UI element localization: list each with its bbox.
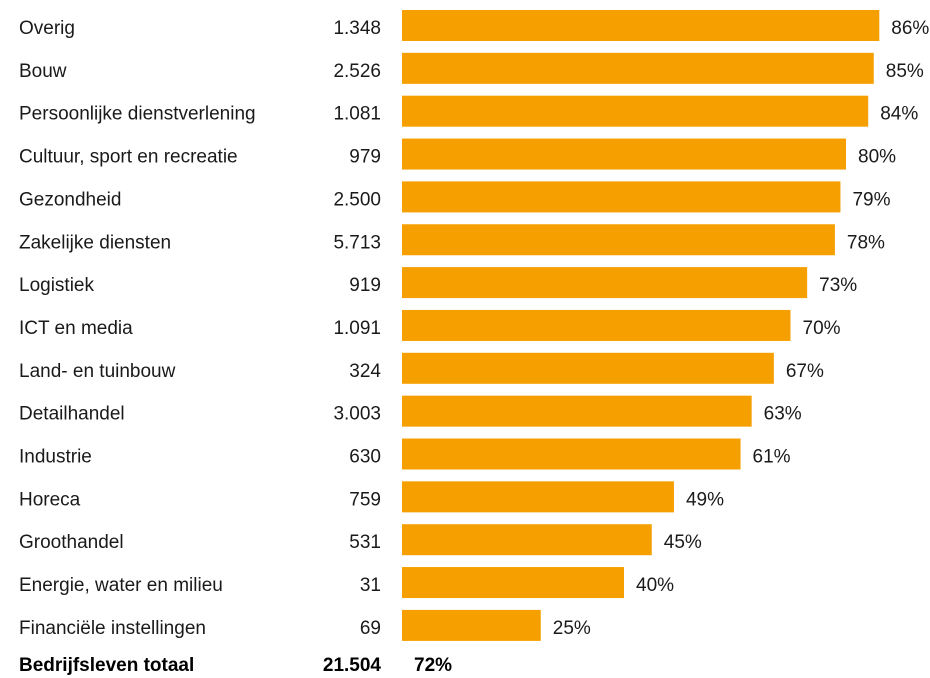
bar (402, 10, 880, 41)
value-label: 86% (891, 18, 929, 39)
bar (402, 138, 846, 170)
bar-row: Gezondheid 2.500 79% (19, 181, 891, 213)
count-label: 31 (360, 575, 381, 596)
count-label: 1.081 (333, 104, 381, 125)
bar (402, 95, 869, 127)
value-label: 79% (852, 189, 890, 210)
category-label: Energie, water en milieu (19, 575, 223, 596)
bar (402, 481, 674, 513)
bar (402, 309, 791, 341)
bar (402, 267, 808, 299)
value-label: 61% (753, 447, 791, 468)
count-label: 1.348 (333, 18, 381, 39)
bar-row: Bouw 2.526 85% (19, 52, 924, 84)
count-label: 5.713 (333, 232, 381, 253)
bar-row: Land- en tuinbouw 324 67% (19, 352, 824, 384)
value-label: 67% (786, 361, 824, 382)
category-label: Zakelijke diensten (19, 232, 171, 253)
bar-row: Horeca 759 49% (19, 481, 724, 513)
bar (402, 524, 652, 556)
count-label: 1.091 (333, 318, 381, 339)
count-label: 759 (349, 489, 381, 510)
category-label: Detailhandel (19, 404, 125, 425)
count-label: 69 (360, 618, 381, 639)
category-label: Cultuur, sport en recreatie (19, 147, 238, 168)
count-label: 2.500 (333, 189, 381, 210)
bar-row: Cultuur, sport en recreatie 979 80% (19, 138, 896, 170)
category-label: Persoonlijke dienstverlening (19, 104, 256, 125)
count-label: 3.003 (333, 404, 381, 425)
category-label: ICT en media (19, 318, 133, 339)
total-label: Bedrijfsleven totaal (19, 655, 194, 676)
bar-row: Overig 1.348 86% (19, 10, 929, 41)
bar-row: Zakelijke diensten 5.713 78% (19, 224, 885, 256)
value-label: 49% (686, 489, 724, 510)
bar-row: Persoonlijke dienstverlening 1.081 84% (19, 95, 918, 127)
category-label: Land- en tuinbouw (19, 361, 176, 382)
bar (402, 52, 874, 84)
bar (402, 438, 741, 470)
bar-row: ICT en media 1.091 70% (19, 309, 841, 341)
total-row: Bedrijfsleven totaal 21.504 72% (19, 655, 452, 676)
total-count: 21.504 (323, 655, 382, 676)
count-label: 531 (349, 532, 381, 553)
count-label: 979 (349, 147, 381, 168)
count-label: 324 (349, 361, 381, 382)
value-label: 80% (858, 147, 896, 168)
category-label: Overig (19, 18, 75, 39)
category-label: Financiële instellingen (19, 618, 206, 639)
category-label: Groothandel (19, 532, 124, 553)
bar (402, 181, 841, 213)
value-label: 70% (803, 318, 841, 339)
bar (402, 352, 774, 384)
bar-row: Financiële instellingen 69 25% (19, 609, 591, 641)
bar (402, 567, 624, 599)
category-label: Gezondheid (19, 189, 121, 210)
chart-rows: Overig 1.348 86% Bouw 2.526 85% Persoonlijke d… (19, 10, 929, 641)
bar (402, 395, 752, 427)
count-label: 2.526 (333, 61, 381, 82)
count-label: 630 (349, 447, 381, 468)
bar (402, 224, 835, 256)
value-label: 85% (886, 61, 924, 82)
bar-row: Industrie 630 61% (19, 438, 791, 470)
bar-row: Detailhandel 3.003 63% (19, 395, 802, 427)
value-label: 84% (880, 104, 918, 125)
value-label: 25% (553, 618, 591, 639)
count-label: 919 (349, 275, 381, 296)
value-label: 73% (819, 275, 857, 296)
bar-row: Energie, water en milieu 31 40% (19, 567, 674, 599)
category-label: Bouw (19, 61, 67, 82)
value-label: 63% (764, 404, 802, 425)
bar-row: Logistiek 919 73% (19, 267, 857, 299)
value-label: 45% (664, 532, 702, 553)
bar-row: Groothandel 531 45% (19, 524, 702, 556)
category-label: Industrie (19, 447, 92, 468)
value-label: 78% (847, 232, 885, 253)
value-label: 40% (636, 575, 674, 596)
category-label: Logistiek (19, 275, 94, 296)
bar (402, 609, 541, 641)
category-label: Horeca (19, 489, 81, 510)
total-percentage: 72% (414, 655, 452, 676)
